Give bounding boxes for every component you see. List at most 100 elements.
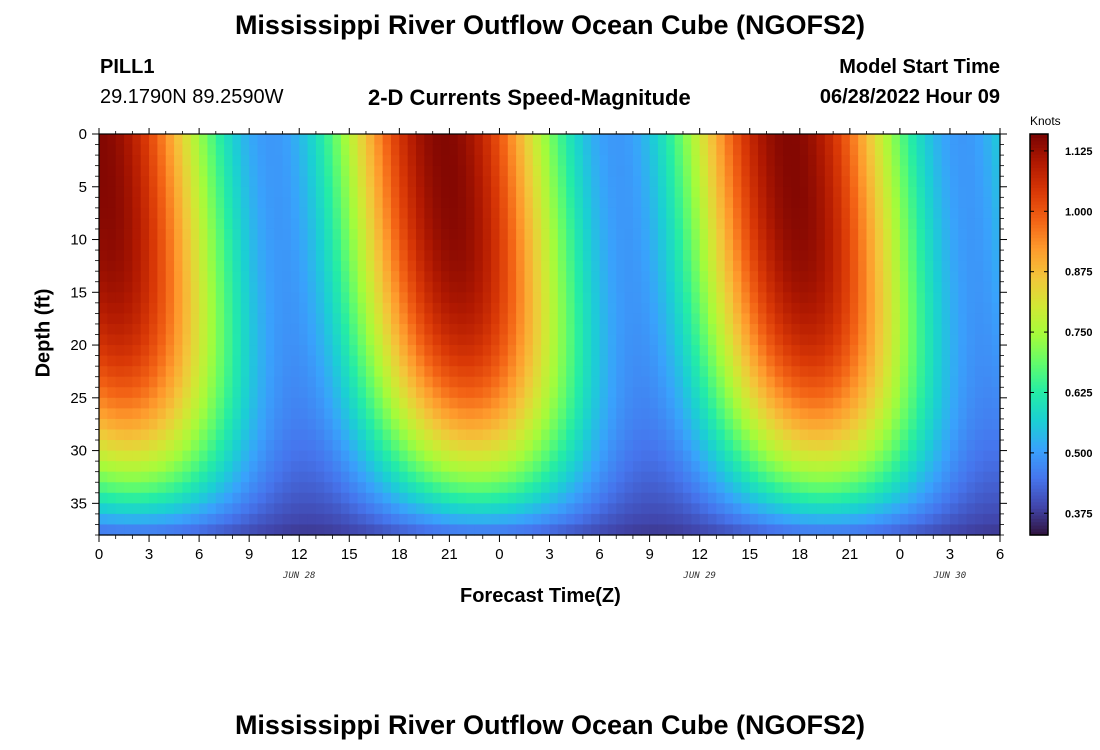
heatmap-cell (399, 513, 409, 526)
heatmap-cell (115, 250, 125, 262)
heatmap-cell (758, 418, 767, 431)
heatmap-cell (290, 524, 300, 536)
heatmap-cell (190, 302, 200, 314)
heatmap-cell (891, 471, 901, 483)
heatmap-cell (624, 408, 634, 420)
heatmap-cell (299, 366, 309, 378)
heatmap-cell (474, 239, 484, 251)
heatmap-cell (149, 513, 158, 526)
heatmap-cell (349, 408, 359, 420)
heatmap-cell (883, 323, 893, 336)
heatmap-cell (974, 144, 984, 156)
heatmap-cell (632, 513, 642, 526)
heatmap-cell (149, 524, 158, 536)
heatmap-cell (607, 492, 617, 504)
heatmap-cell (299, 334, 309, 346)
heatmap-cell (449, 260, 459, 272)
heatmap-cell (966, 144, 976, 156)
heatmap-cell (766, 408, 776, 420)
heatmap-cell (657, 239, 667, 251)
heatmap-cell (299, 134, 309, 146)
heatmap-cell (482, 461, 492, 473)
heatmap-cell (441, 260, 450, 272)
heatmap-cell (833, 165, 843, 177)
heatmap-cell (841, 387, 851, 399)
heatmap-cell (624, 450, 634, 462)
heatmap-cell (799, 387, 809, 399)
heatmap-cell (365, 366, 375, 378)
heatmap-cell (224, 334, 234, 346)
heatmap-cell (741, 387, 751, 399)
heatmap-cell (390, 292, 400, 304)
heatmap-cell (340, 271, 350, 283)
chart-title: Mississippi River Outflow Ocean Cube (NG… (234, 10, 866, 40)
heatmap-cell (883, 302, 893, 314)
heatmap-cell (390, 176, 400, 188)
heatmap-cell (307, 418, 317, 431)
heatmap-cell (315, 292, 325, 304)
heatmap-cell (124, 197, 133, 209)
heatmap-cell (841, 440, 851, 452)
heatmap-cell (841, 461, 851, 473)
heatmap-cell (624, 239, 634, 251)
heatmap-cell (799, 302, 809, 314)
heatmap-cell (949, 408, 959, 420)
heatmap-cell (315, 197, 325, 209)
heatmap-cell (949, 239, 959, 251)
heatmap-cell (432, 155, 442, 167)
heatmap-cell (307, 450, 317, 462)
heatmap-cell (783, 334, 793, 346)
heatmap-cell (207, 387, 217, 399)
heatmap-cell (432, 492, 442, 504)
heatmap-cell (324, 345, 334, 357)
heatmap-cell (174, 271, 184, 283)
heatmap-cell (115, 313, 125, 325)
heatmap-cell (224, 271, 234, 283)
heatmap-cell (799, 334, 809, 346)
heatmap-cell (816, 450, 826, 462)
colorbar-segment (1030, 180, 1048, 185)
heatmap-cell (983, 155, 993, 167)
heatmap-cell (708, 260, 717, 272)
heatmap-cell (816, 250, 826, 262)
heatmap-cell (240, 334, 250, 346)
heatmap-cell (507, 524, 517, 536)
heatmap-cell (866, 207, 876, 220)
colorbar-segment (1030, 257, 1048, 262)
heatmap-cell (916, 345, 926, 357)
heatmap-cell (124, 461, 133, 473)
heatmap-cell (783, 176, 793, 188)
heatmap-cell (641, 186, 651, 198)
heatmap-cell (516, 134, 526, 146)
heatmap-cell (390, 313, 400, 325)
heatmap-cell (299, 260, 309, 272)
heatmap-cell (249, 323, 259, 336)
heatmap-cell (616, 292, 626, 304)
heatmap-cell (132, 144, 142, 156)
heatmap-cell (457, 218, 467, 230)
heatmap-cell (741, 165, 751, 177)
heatmap-cell (866, 165, 876, 177)
colorbar-segment (1030, 144, 1048, 148)
heatmap-cell (933, 461, 943, 473)
heatmap-cell (307, 165, 317, 177)
heatmap-cell (766, 387, 776, 399)
heatmap-cell (899, 513, 909, 526)
heatmap-cell (841, 482, 851, 494)
heatmap-cell (599, 197, 609, 209)
heatmap-cell (174, 471, 184, 483)
heatmap-cell (666, 408, 676, 420)
heatmap-cell (432, 334, 442, 346)
heatmap-cell (758, 524, 767, 536)
heatmap-cell (274, 134, 284, 146)
heatmap-cell (416, 461, 425, 473)
heatmap-cell (232, 186, 242, 198)
heatmap-cell (549, 366, 559, 378)
heatmap-cell (507, 228, 517, 241)
heatmap-cell (124, 408, 133, 420)
heatmap-cell (591, 218, 601, 230)
heatmap-cell (224, 260, 234, 272)
heatmap-cell (374, 250, 384, 262)
heatmap-cell (99, 239, 108, 251)
heatmap-cell (758, 302, 767, 314)
